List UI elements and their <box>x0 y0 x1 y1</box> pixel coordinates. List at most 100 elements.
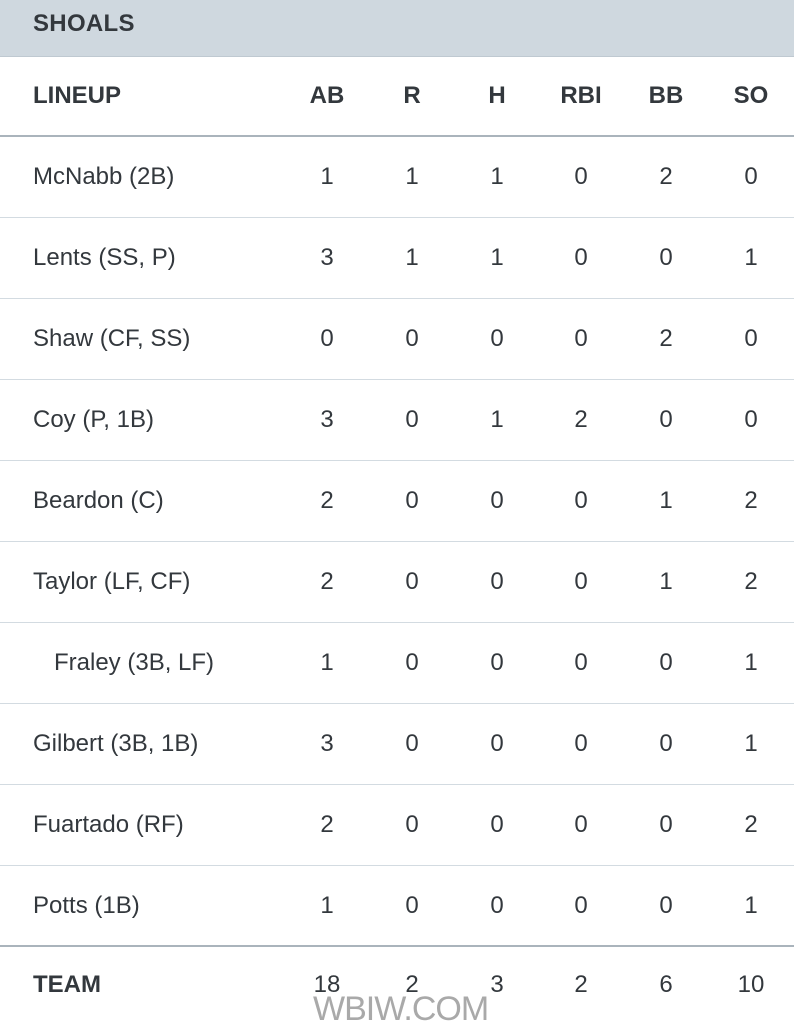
stat-r: 0 <box>405 487 419 514</box>
stat-ab: 2 <box>320 811 334 838</box>
stat-h: 1 <box>490 163 504 190</box>
stat-rbi: 0 <box>574 892 588 919</box>
player-name: Shaw (CF, SS) <box>33 325 191 352</box>
stat-bb: 2 <box>659 325 673 352</box>
stat-so: 0 <box>744 406 758 433</box>
table-row: Taylor (LF, CF) 2 0 0 0 1 2 <box>0 542 794 623</box>
stat-rbi: 0 <box>574 487 588 514</box>
stat-ab: 3 <box>320 244 334 271</box>
table-header: LINEUP AB R H RBI BB SO <box>0 56 794 137</box>
stat-ab: 2 <box>320 568 334 595</box>
column-header-rbi: RBI <box>560 81 602 109</box>
stat-r: 0 <box>405 406 419 433</box>
total-rbi: 2 <box>574 971 588 998</box>
table-row: Shaw (CF, SS) 0 0 0 0 2 0 <box>0 299 794 380</box>
player-name: Fuartado (RF) <box>33 811 184 838</box>
team-header: SHOALS <box>0 0 794 57</box>
column-header-ab: AB <box>309 81 345 109</box>
totals-divider <box>0 945 794 947</box>
table-row: Potts (1B) 1 0 0 0 0 1 <box>0 866 794 947</box>
stat-bb: 2 <box>659 163 673 190</box>
stat-h: 0 <box>490 730 504 757</box>
stat-bb: 1 <box>659 487 673 514</box>
stat-so: 2 <box>744 568 758 595</box>
player-name: Fraley (3B, LF) <box>54 649 215 676</box>
stat-bb: 1 <box>659 568 673 595</box>
stat-so: 2 <box>744 811 758 838</box>
team-name: SHOALS <box>33 10 135 37</box>
stat-so: 0 <box>744 163 758 190</box>
stat-r: 1 <box>405 244 419 271</box>
stat-bb: 0 <box>659 811 673 838</box>
column-header-so: SO <box>733 81 769 109</box>
stat-bb: 0 <box>659 892 673 919</box>
table-row: McNabb (2B) 1 1 1 0 2 0 <box>0 137 794 218</box>
stat-h: 0 <box>490 811 504 838</box>
stat-rbi: 0 <box>574 244 588 271</box>
total-ab: 18 <box>313 971 341 998</box>
stat-so: 1 <box>744 649 758 676</box>
team-totals-row: TEAM 18 2 3 2 6 10 <box>0 946 794 1024</box>
stat-bb: 0 <box>659 244 673 271</box>
total-r: 2 <box>405 971 419 998</box>
stat-rbi: 0 <box>574 163 588 190</box>
stat-rbi: 0 <box>574 730 588 757</box>
stat-h: 0 <box>490 325 504 352</box>
player-name: Potts (1B) <box>33 892 140 919</box>
table-row: Fuartado (RF) 2 0 0 0 0 2 <box>0 785 794 866</box>
stat-r: 0 <box>405 325 419 352</box>
stat-r: 0 <box>405 892 419 919</box>
column-header-bb: BB <box>648 81 684 109</box>
table-row: Beardon (C) 2 0 0 0 1 2 <box>0 461 794 542</box>
stat-rbi: 2 <box>574 406 588 433</box>
player-name: Lents (SS, P) <box>33 244 176 271</box>
stat-rbi: 0 <box>574 649 588 676</box>
stat-r: 0 <box>405 730 419 757</box>
stat-h: 0 <box>490 487 504 514</box>
column-header-h: H <box>488 81 506 109</box>
table-row: Lents (SS, P) 3 1 1 0 0 1 <box>0 218 794 299</box>
stat-h: 0 <box>490 568 504 595</box>
watermark: WBIW.COM <box>313 990 489 1028</box>
totals-label: TEAM <box>33 971 101 998</box>
stat-r: 0 <box>405 811 419 838</box>
player-name: Taylor (LF, CF) <box>33 568 191 595</box>
column-header-lineup: LINEUP <box>33 81 122 109</box>
total-h: 3 <box>490 971 504 998</box>
stat-h: 1 <box>490 406 504 433</box>
stat-ab: 2 <box>320 487 334 514</box>
stat-h: 0 <box>490 649 504 676</box>
player-name: Gilbert (3B, 1B) <box>33 730 199 757</box>
total-bb: 6 <box>659 971 673 998</box>
player-name: Coy (P, 1B) <box>33 406 154 433</box>
table-row: Coy (P, 1B) 3 0 1 2 0 0 <box>0 380 794 461</box>
stat-rbi: 0 <box>574 568 588 595</box>
total-so: 10 <box>737 971 765 998</box>
stat-rbi: 0 <box>574 811 588 838</box>
stat-ab: 1 <box>320 649 334 676</box>
player-name: Beardon (C) <box>33 487 164 514</box>
stat-ab: 0 <box>320 325 334 352</box>
stat-r: 0 <box>405 568 419 595</box>
stat-h: 1 <box>490 244 504 271</box>
stat-ab: 3 <box>320 730 334 757</box>
table-row: Fraley (3B, LF) 1 0 0 0 0 1 <box>0 623 794 704</box>
stat-bb: 0 <box>659 649 673 676</box>
column-header-r: R <box>403 81 421 109</box>
stat-ab: 1 <box>320 892 334 919</box>
stat-so: 2 <box>744 487 758 514</box>
stat-r: 1 <box>405 163 419 190</box>
stat-so: 0 <box>744 325 758 352</box>
stat-bb: 0 <box>659 730 673 757</box>
stat-bb: 0 <box>659 406 673 433</box>
stat-h: 0 <box>490 892 504 919</box>
stat-ab: 1 <box>320 163 334 190</box>
stat-so: 1 <box>744 892 758 919</box>
player-name: McNabb (2B) <box>33 163 175 190</box>
stat-r: 0 <box>405 649 419 676</box>
stat-ab: 3 <box>320 406 334 433</box>
stat-so: 1 <box>744 244 758 271</box>
table-row: Gilbert (3B, 1B) 3 0 0 0 0 1 <box>0 704 794 785</box>
stat-rbi: 0 <box>574 325 588 352</box>
stat-so: 1 <box>744 730 758 757</box>
